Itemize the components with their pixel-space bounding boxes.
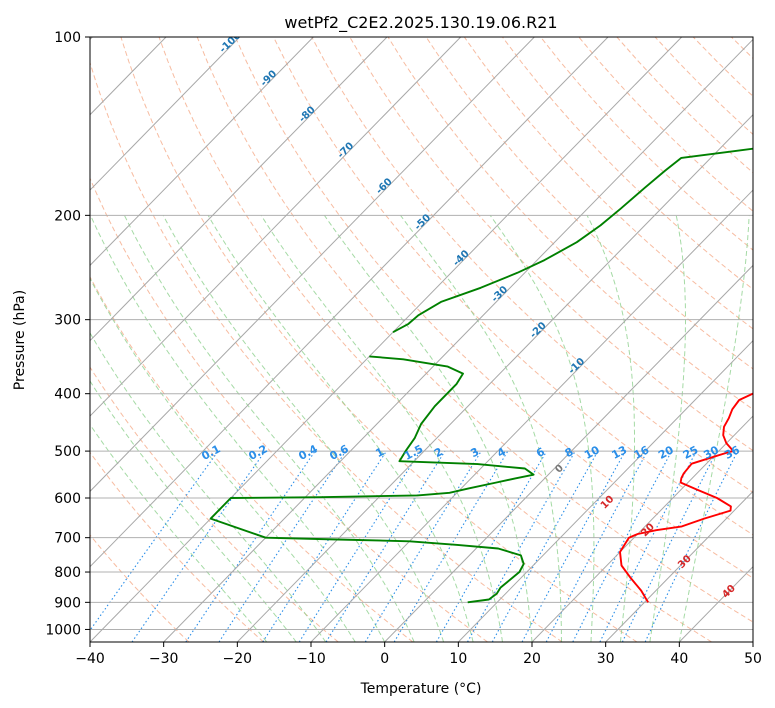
x-tick-label: 0 bbox=[380, 651, 389, 667]
isobar-gridlines bbox=[90, 37, 753, 630]
dry-adiabat-line bbox=[120, 37, 638, 642]
dry-adiabat-line bbox=[273, 37, 753, 536]
isotherm-gridline bbox=[90, 37, 241, 191]
mixing-ratio-line bbox=[262, 450, 387, 642]
mixing-ratio-line bbox=[621, 450, 718, 642]
x-tick-label: −10 bbox=[296, 651, 326, 667]
moist-adiabats bbox=[90, 215, 750, 642]
x-tick-label: 10 bbox=[449, 651, 467, 667]
dry-adiabat-line bbox=[90, 61, 563, 642]
moist-adiabat-line bbox=[90, 277, 356, 642]
dry-adiabat-line bbox=[311, 37, 753, 493]
dewpoint-line bbox=[209, 355, 535, 604]
y-tick-label: 400 bbox=[54, 387, 81, 403]
mixing-ratio-line bbox=[364, 450, 482, 642]
isotherm-gridline bbox=[605, 490, 753, 642]
chart-title: wetPf2_C2E2.2025.130.19.06.R21 bbox=[284, 13, 557, 33]
x-tick-label: 40 bbox=[670, 651, 688, 667]
x-tick-label: −20 bbox=[223, 651, 253, 667]
dry-adiabats bbox=[90, 37, 753, 642]
moist-adiabat-line bbox=[123, 215, 415, 642]
y-tick-label: 300 bbox=[54, 313, 81, 329]
isotherm-gridline bbox=[90, 37, 609, 568]
isotherm-gridline bbox=[236, 114, 753, 642]
x-tick-label: 20 bbox=[523, 651, 541, 667]
isotherm-gridline bbox=[384, 264, 753, 642]
mixing-ratio-label: 30 bbox=[701, 443, 721, 462]
moist-adiabat-line bbox=[90, 215, 386, 642]
dry-adiabat-line bbox=[387, 37, 753, 411]
dry-adiabat-line bbox=[90, 534, 190, 642]
dry-adiabat-line bbox=[90, 366, 339, 642]
dry-adiabat-line bbox=[463, 37, 753, 330]
moist-adiabat-line bbox=[678, 215, 750, 642]
dry-adiabat-line bbox=[90, 276, 414, 642]
y-tick-label: 500 bbox=[54, 444, 81, 460]
x-axis: −40 −30 −20 −10 0 10 20 30 40 50 bbox=[75, 642, 762, 667]
mixing-ratio-label: 13 bbox=[610, 443, 630, 462]
y-tick-label: 600 bbox=[54, 491, 81, 507]
moist-adiabat-line bbox=[323, 215, 533, 642]
mixing-ratio-label: 10 bbox=[582, 443, 602, 462]
moist-adiabat-line bbox=[400, 215, 562, 642]
moist-adiabat-line bbox=[90, 423, 268, 642]
isotherm-gridline bbox=[90, 37, 535, 493]
isotherm-gridline bbox=[90, 37, 462, 417]
x-axis-label: Temperature (°C) bbox=[360, 681, 482, 697]
isotherm-gridline bbox=[531, 415, 753, 642]
mixing-ratio-line bbox=[545, 450, 648, 642]
moist-adiabat-line bbox=[489, 215, 595, 642]
y-tick-label: 700 bbox=[54, 531, 81, 547]
moist-adiabat-line bbox=[162, 215, 445, 642]
plot-area: -100-90-80-70-60-50-40-30-20-100.1 0.2 0.4… bbox=[90, 37, 753, 642]
temperature-line bbox=[619, 392, 753, 603]
mixing-ratio-label: 36 bbox=[722, 443, 742, 462]
y-tick-label: 900 bbox=[54, 595, 81, 611]
dry-adiabat-line bbox=[158, 37, 712, 642]
y-axis: 100 200 300 400 500 600 700 800 900 1000 bbox=[45, 30, 90, 638]
moist-adiabat-line bbox=[586, 215, 635, 642]
isotherm-gridline bbox=[90, 37, 683, 642]
moist-adiabat-line bbox=[90, 332, 327, 642]
y-tick-label: 200 bbox=[54, 208, 81, 224]
mixing-ratio-line bbox=[298, 450, 421, 642]
mixing-ratio-label: 25 bbox=[681, 443, 701, 462]
moist-adiabat-line bbox=[260, 215, 503, 642]
y-tick-label: 800 bbox=[54, 565, 81, 581]
moist-adiabat-line bbox=[207, 215, 474, 642]
isotherm-gridline bbox=[90, 37, 314, 267]
dry-adiabat-line bbox=[234, 37, 753, 579]
mixing-ratio-label: 20 bbox=[656, 443, 676, 462]
mixing-ratio-line bbox=[90, 450, 219, 632]
isotherm-gridline bbox=[457, 339, 753, 642]
dry-adiabat-line bbox=[502, 37, 753, 290]
moist-adiabat-line bbox=[649, 215, 686, 642]
y-tick-label: 1000 bbox=[45, 622, 81, 638]
y-axis-label: Pressure (hPa) bbox=[12, 290, 28, 390]
mixing-ratio-line bbox=[131, 450, 266, 642]
x-tick-label: 30 bbox=[597, 651, 615, 667]
mixing-ratio-line bbox=[467, 450, 576, 642]
y-tick-label: 100 bbox=[54, 30, 81, 46]
sounding-series bbox=[209, 147, 753, 604]
mixing-ratio-lines bbox=[90, 450, 739, 642]
mixing-ratio-line bbox=[521, 450, 626, 642]
x-tick-label: 50 bbox=[744, 651, 762, 667]
mixing-ratio-line bbox=[218, 450, 347, 642]
x-tick-label: −30 bbox=[149, 651, 179, 667]
isotherm-gridline bbox=[90, 37, 388, 342]
mixing-ratio-line bbox=[185, 450, 316, 642]
dewpoint-line bbox=[392, 147, 753, 334]
plot-frame bbox=[89, 36, 754, 643]
isotherm-gridline bbox=[163, 38, 753, 642]
mixing-ratio-line bbox=[599, 450, 697, 642]
dry-adiabat-line bbox=[196, 37, 753, 623]
x-tick-label: −40 bbox=[75, 651, 105, 667]
isotherm-gridlines bbox=[90, 37, 753, 642]
mixing-ratio-label: 16 bbox=[632, 443, 652, 462]
